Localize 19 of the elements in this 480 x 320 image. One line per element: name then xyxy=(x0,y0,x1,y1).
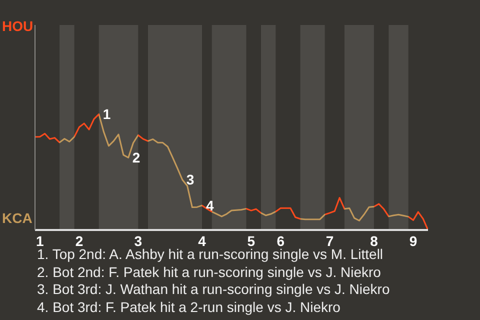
annotation: 3 xyxy=(186,172,194,188)
text: 2. Bot 2nd: F. Patek hit a run-scoring single vs J. Niekro xyxy=(37,264,382,282)
x-tick-label: 3 xyxy=(134,232,142,249)
text: 1. Top 2nd: A. Ashby hit a run-scoring single vs M. Littell xyxy=(37,246,384,264)
text: KCA xyxy=(2,210,32,226)
x-tick-label: 7 xyxy=(326,232,334,249)
text: HOU xyxy=(2,18,34,34)
annotation: 1 xyxy=(102,106,111,122)
annotation: 2 xyxy=(132,150,140,166)
annotation: 4 xyxy=(206,197,214,214)
x-tick-label: 6 xyxy=(276,232,285,249)
x-tick-label: 4 xyxy=(198,232,206,249)
text: 4. Bot 3rd: F. Patek hit a 2-run single vs J. Niekro xyxy=(37,298,342,316)
text: 3. Bot 3rd: J. Wathan hit a run-scoring single vs J. Niekro xyxy=(37,281,390,299)
x-tick-label: 8 xyxy=(370,232,378,249)
x-tick-label: 5 xyxy=(247,232,256,249)
x-tick-label: 2 xyxy=(75,232,84,249)
x-tick-label: 9 xyxy=(409,232,418,249)
x-tick-label: 1 xyxy=(36,232,44,249)
